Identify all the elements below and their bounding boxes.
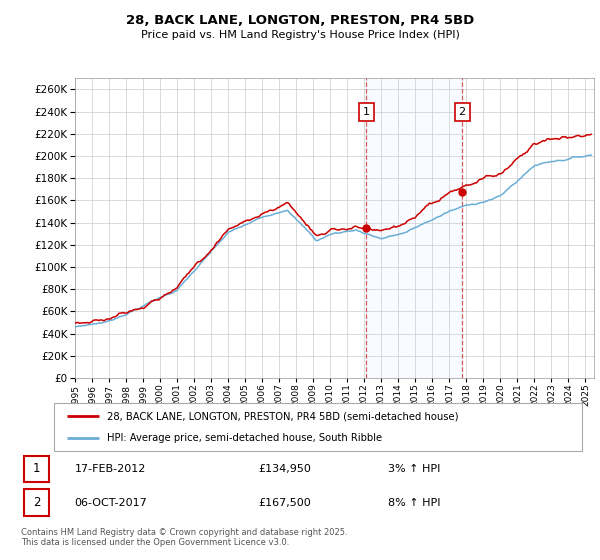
Text: 1: 1 bbox=[33, 463, 41, 475]
Bar bbox=[367, 78, 462, 378]
FancyBboxPatch shape bbox=[54, 403, 582, 451]
Text: 28, BACK LANE, LONGTON, PRESTON, PR4 5BD: 28, BACK LANE, LONGTON, PRESTON, PR4 5BD bbox=[126, 14, 474, 27]
Text: 06-OCT-2017: 06-OCT-2017 bbox=[74, 498, 148, 507]
Text: 1: 1 bbox=[363, 107, 370, 116]
Text: 17-FEB-2012: 17-FEB-2012 bbox=[74, 464, 146, 474]
Text: HPI: Average price, semi-detached house, South Ribble: HPI: Average price, semi-detached house,… bbox=[107, 433, 382, 443]
Text: 3% ↑ HPI: 3% ↑ HPI bbox=[388, 464, 440, 474]
Text: £167,500: £167,500 bbox=[258, 498, 311, 507]
Text: £134,950: £134,950 bbox=[258, 464, 311, 474]
Text: 2: 2 bbox=[458, 107, 466, 116]
Text: Contains HM Land Registry data © Crown copyright and database right 2025.
This d: Contains HM Land Registry data © Crown c… bbox=[21, 528, 347, 547]
Text: 28, BACK LANE, LONGTON, PRESTON, PR4 5BD (semi-detached house): 28, BACK LANE, LONGTON, PRESTON, PR4 5BD… bbox=[107, 411, 458, 421]
Text: 8% ↑ HPI: 8% ↑ HPI bbox=[388, 498, 440, 507]
Text: 2: 2 bbox=[33, 496, 41, 509]
FancyBboxPatch shape bbox=[24, 456, 49, 482]
FancyBboxPatch shape bbox=[24, 489, 49, 516]
Text: Price paid vs. HM Land Registry's House Price Index (HPI): Price paid vs. HM Land Registry's House … bbox=[140, 30, 460, 40]
